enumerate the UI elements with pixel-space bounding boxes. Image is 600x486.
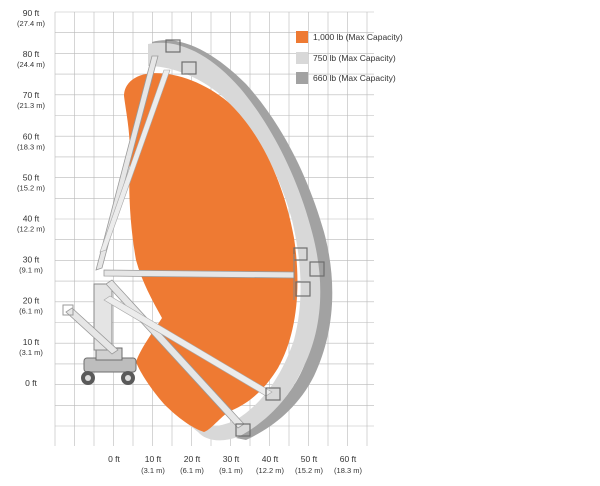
legend-label: 1,000 lb (Max Capacity) [313, 32, 403, 43]
y-tick-label: 60 ft [23, 131, 40, 141]
x-tick-label-metric: (6.1 m) [180, 466, 204, 475]
y-tick-label: 30 ft [23, 255, 40, 265]
y-tick-label-metric: (18.3 m) [17, 142, 45, 151]
x-tick-label-metric: (9.1 m) [219, 466, 243, 475]
x-tick-label: 20 ft [184, 454, 201, 464]
legend-item-750lb: 750 lb (Max Capacity) [296, 48, 446, 69]
legend-item-660lb: 660 lb (Max Capacity) [296, 68, 446, 89]
y-tick-label-metric: (24.4 m) [17, 60, 45, 69]
y-tick-label-metric: (9.1 m) [19, 266, 43, 275]
y-tick-label-metric: (27.4 m) [17, 19, 45, 28]
y-tick-label-metric: (3.1 m) [19, 348, 43, 357]
legend-item-1000lb: 1,000 lb (Max Capacity) [296, 27, 446, 48]
x-tick-label: 30 ft [223, 454, 240, 464]
y-tick-label-metric: (6.1 m) [19, 307, 43, 316]
legend-swatch [296, 51, 308, 64]
y-tick-label: 70 ft [23, 90, 40, 100]
boom-lift-illustration [62, 39, 325, 437]
legend-swatch [296, 72, 308, 85]
y-tick-label: 90 ft [23, 8, 40, 18]
y-tick-label: 40 ft [23, 214, 40, 224]
y-tick-label-metric: (15.2 m) [17, 183, 45, 192]
platform-below-grade [235, 423, 251, 437]
y-tick-label: 0 ft [25, 378, 37, 388]
y-tick-label: 80 ft [23, 49, 40, 59]
y-tick-label-metric: (21.3 m) [17, 101, 45, 110]
legend-label: 660 lb (Max Capacity) [313, 73, 396, 84]
legend: 1,000 lb (Max Capacity) 750 lb (Max Capa… [296, 27, 446, 89]
y-tick-label-metric: (12.2 m) [17, 225, 45, 234]
y-tick-label: 20 ft [23, 296, 40, 306]
x-tick-label-metric: (3.1 m) [141, 466, 165, 475]
y-tick-label: 10 ft [23, 337, 40, 347]
x-tick-label-metric: (12.2 m) [256, 466, 284, 475]
x-axis-labels: 0 ft 10 ft (3.1 m) 20 ft (6.1 m) 30 ft (9.1 m)… [108, 454, 362, 475]
x-tick-label: 10 ft [145, 454, 162, 464]
legend-swatch [296, 31, 308, 44]
x-tick-label: 0 ft [108, 454, 120, 464]
x-tick-label-metric: (18.3 m) [334, 466, 362, 475]
x-tick-label: 40 ft [262, 454, 279, 464]
y-axis-labels: 90 ft(27.4 m) 80 ft(24.4 m) 70 ft(21.3 m) 6… [17, 8, 45, 388]
x-tick-label: 60 ft [340, 454, 357, 464]
platform-top [165, 39, 181, 53]
x-tick-label: 50 ft [301, 454, 318, 464]
legend-label: 750 lb (Max Capacity) [313, 52, 396, 63]
x-tick-label-metric: (15.2 m) [295, 466, 323, 475]
y-tick-label: 50 ft [23, 172, 40, 182]
